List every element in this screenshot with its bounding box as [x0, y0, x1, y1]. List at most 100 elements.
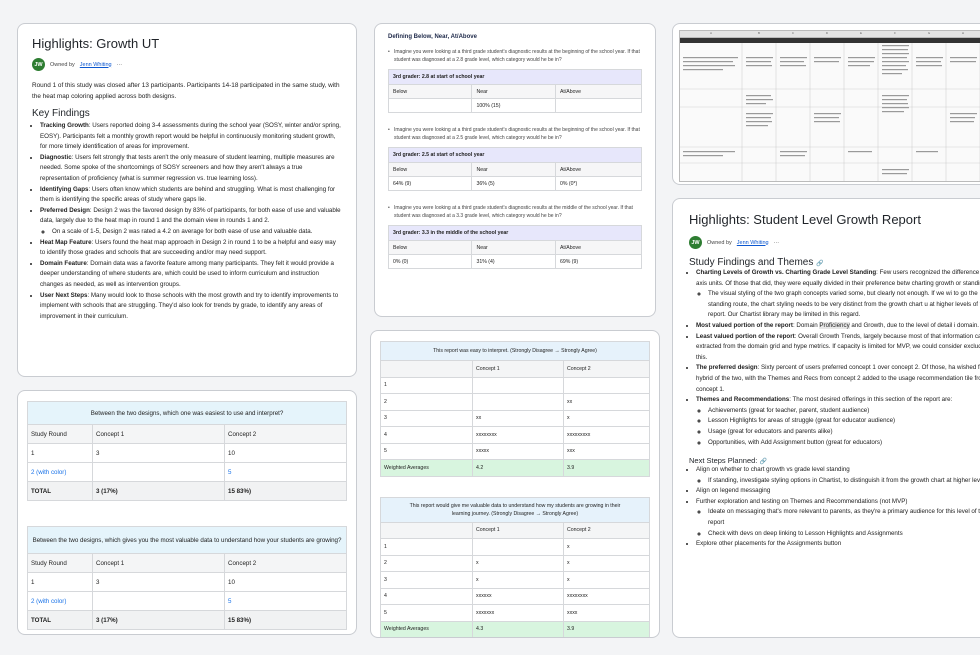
list-item: The preferred design: Sixty percent of u… — [696, 363, 980, 395]
table-row: 100% (15) — [387, 98, 643, 113]
total-row: TOTAL 3 (17%) 15 83%) — [27, 481, 347, 501]
valuable-data-table: This report would give me valuable data … — [380, 496, 650, 637]
list-item: Most valued portion of the report: Domai… — [696, 321, 980, 332]
themes-heading: Study Findings and Themes 🔗 — [689, 257, 824, 268]
question-text: Imagine you were looking at a third grad… — [388, 205, 642, 220]
list-item: Usage (great for educators and parents a… — [708, 427, 980, 438]
header-row-dark — [680, 38, 980, 43]
avatar[interactable]: JW — [689, 236, 702, 249]
page-title: Highlights: Growth UT — [32, 36, 160, 51]
column-letter: E — [859, 31, 862, 35]
list-item: Align on legend messaging — [696, 486, 980, 497]
table-row: 1 3 10 — [27, 443, 347, 463]
list-item: Align on whether to chart growth vs grad… — [696, 465, 980, 476]
avatar[interactable]: JW — [32, 58, 45, 71]
list-item: On a scale of 1-5, Design 2 was rated a … — [52, 227, 342, 238]
list-item: Domain Feature: Domain data was a favori… — [40, 259, 342, 291]
definition-block-2: Imagine you were looking at a third grad… — [387, 127, 643, 191]
findings-list: Charting Levels of Growth vs. Charting G… — [689, 268, 980, 448]
list-item: Themes and Recommendations: The most des… — [696, 395, 980, 448]
definition-block-3: Imagine you were looking at a third grad… — [387, 205, 643, 269]
list-item-group: Ideate on messaging that's more relevant… — [696, 507, 980, 539]
easy-to-interpret-table: This report was easy to interpret. (Stro… — [380, 341, 650, 477]
table-header: This report was easy to interpret. (Stro… — [380, 341, 650, 361]
list-item: Charting Levels of Growth vs. Charting G… — [696, 268, 980, 321]
definition-table: 3rd grader: 2.5 at start of school year … — [387, 147, 643, 191]
list-item: Further exploration and testing on Theme… — [696, 497, 980, 508]
table-row: 2 (with color) 5 — [27, 591, 347, 611]
growth-ut-card[interactable]: Highlights: Growth UT JW Owned by Jenn W… — [17, 23, 357, 377]
spreadsheet-frame: A B C D E F G H — [679, 30, 980, 182]
definitions-title: Defining Below, Near, At/Above — [388, 34, 477, 40]
more-menu-icon[interactable]: ··· — [773, 239, 780, 246]
intro-paragraph: Round 1 of this study was closed after 1… — [32, 82, 340, 100]
table-row: 5 xxxxxxx xxxx — [380, 604, 650, 622]
table-row: 4 xxxxxxxx xxxxxxxxx — [380, 426, 650, 444]
column-letter: F — [894, 31, 896, 35]
easiest-design-table: Between the two designs, which one was e… — [27, 401, 347, 501]
table-row: 4 xxxxxx xxxxxxxx — [380, 587, 650, 605]
list-item: Preferred Design: Design 2 was the favor… — [40, 206, 342, 238]
owner-link[interactable]: Jenn Whiting — [736, 239, 769, 246]
page-title: Highlights: Student Level Growth Report — [689, 212, 921, 227]
owner-prefix: Owned by — [50, 61, 75, 68]
table-header: This report would give me valuable data … — [380, 496, 650, 523]
column-letter: B — [757, 31, 760, 35]
design-comparison-card[interactable]: Between the two designs, which one was e… — [17, 390, 357, 635]
valuable-design-table: Between the two designs, which gives you… — [27, 526, 347, 630]
table-header: Between the two designs, which one was e… — [27, 401, 347, 425]
total-row: TOTAL 3 (17%) 15 83%) — [27, 610, 347, 630]
table-row: 64% (9) 36% (5) 0% (0*) — [387, 176, 643, 191]
column-letter: D — [825, 31, 829, 35]
weighted-average-row: Weighted Averages 4.3 3.9 — [380, 620, 650, 637]
more-menu-icon[interactable]: ··· — [116, 61, 123, 68]
owner-link[interactable]: Jenn Whiting — [79, 61, 112, 68]
column-header-bar: A B C D E F G H — [680, 31, 980, 38]
list-item: Achievements (great for teacher, parent,… — [708, 406, 980, 417]
definitions-card[interactable]: Defining Below, Near, At/Above Imagine y… — [374, 23, 656, 317]
table-row: 0% (0) 31% (4) 69% (9) — [387, 254, 643, 269]
list-item: Explore other placements for the Assignm… — [696, 539, 980, 550]
column-header: Study Round — [27, 424, 93, 444]
spreadsheet-cell-text — [680, 43, 980, 181]
definition-table: 3rd grader: 3.3 in the middle of the sch… — [387, 225, 643, 269]
column-letter: G — [927, 31, 931, 35]
owner-row: JW Owned by Jenn Whiting ··· — [32, 58, 342, 71]
column-letter: C — [791, 31, 795, 35]
owner-row: JW Owned by Jenn Whiting ··· — [689, 236, 975, 249]
table-row: 1 — [380, 376, 650, 394]
list-item: Tracking Growth: Users reported doing 3-… — [40, 121, 342, 153]
column-letter: A — [709, 31, 712, 35]
key-findings-heading: Key Findings — [32, 108, 90, 119]
scale-ratings-card[interactable]: This report was easy to interpret. (Stro… — [370, 330, 660, 638]
list-item: If standing, investigate styling options… — [708, 476, 980, 487]
column-letter: H — [961, 31, 965, 35]
findings-list: Tracking Growth: Users reported doing 3-… — [32, 121, 342, 322]
list-item: Check with devs on deep linking to Lesso… — [708, 529, 980, 540]
link-icon[interactable]: 🔗 — [759, 459, 767, 466]
list-item: Least valued portion of the report: Over… — [696, 332, 980, 364]
highlighted-word: Proficiency — [819, 321, 850, 329]
table-row: 2 (with color) 5 — [27, 462, 347, 482]
next-steps-heading: Next Steps Planned: 🔗 — [689, 456, 767, 466]
table-row: 3 xx x — [380, 409, 650, 427]
spreadsheet-card[interactable]: A B C D E F G H — [672, 23, 980, 185]
next-steps-list: Align on whether to chart growth vs grad… — [689, 465, 980, 550]
student-growth-report-card[interactable]: Highlights: Student Level Growth Report … — [672, 198, 980, 638]
link-icon[interactable]: 🔗 — [816, 261, 824, 267]
weighted-average-row: Weighted Averages 4.2 3.9 — [380, 459, 650, 477]
owner-prefix: Owned by — [707, 239, 732, 246]
question-text: Imagine you were looking at a third grad… — [388, 49, 642, 64]
list-item-group: If standing, investigate styling options… — [696, 476, 980, 487]
column-header: Concept 2 — [224, 424, 347, 444]
table-row: 1 3 10 — [27, 572, 347, 592]
list-item: Ideate on messaging that's more relevant… — [708, 507, 980, 528]
question-text: Imagine you were looking at a third grad… — [388, 127, 642, 142]
definition-table: 3rd grader: 2.8 at start of school year … — [387, 69, 643, 113]
list-item: Heat Map Feature: Users found the heat m… — [40, 238, 342, 259]
list-item: Lesson Highlights for areas of struggle … — [708, 416, 980, 427]
